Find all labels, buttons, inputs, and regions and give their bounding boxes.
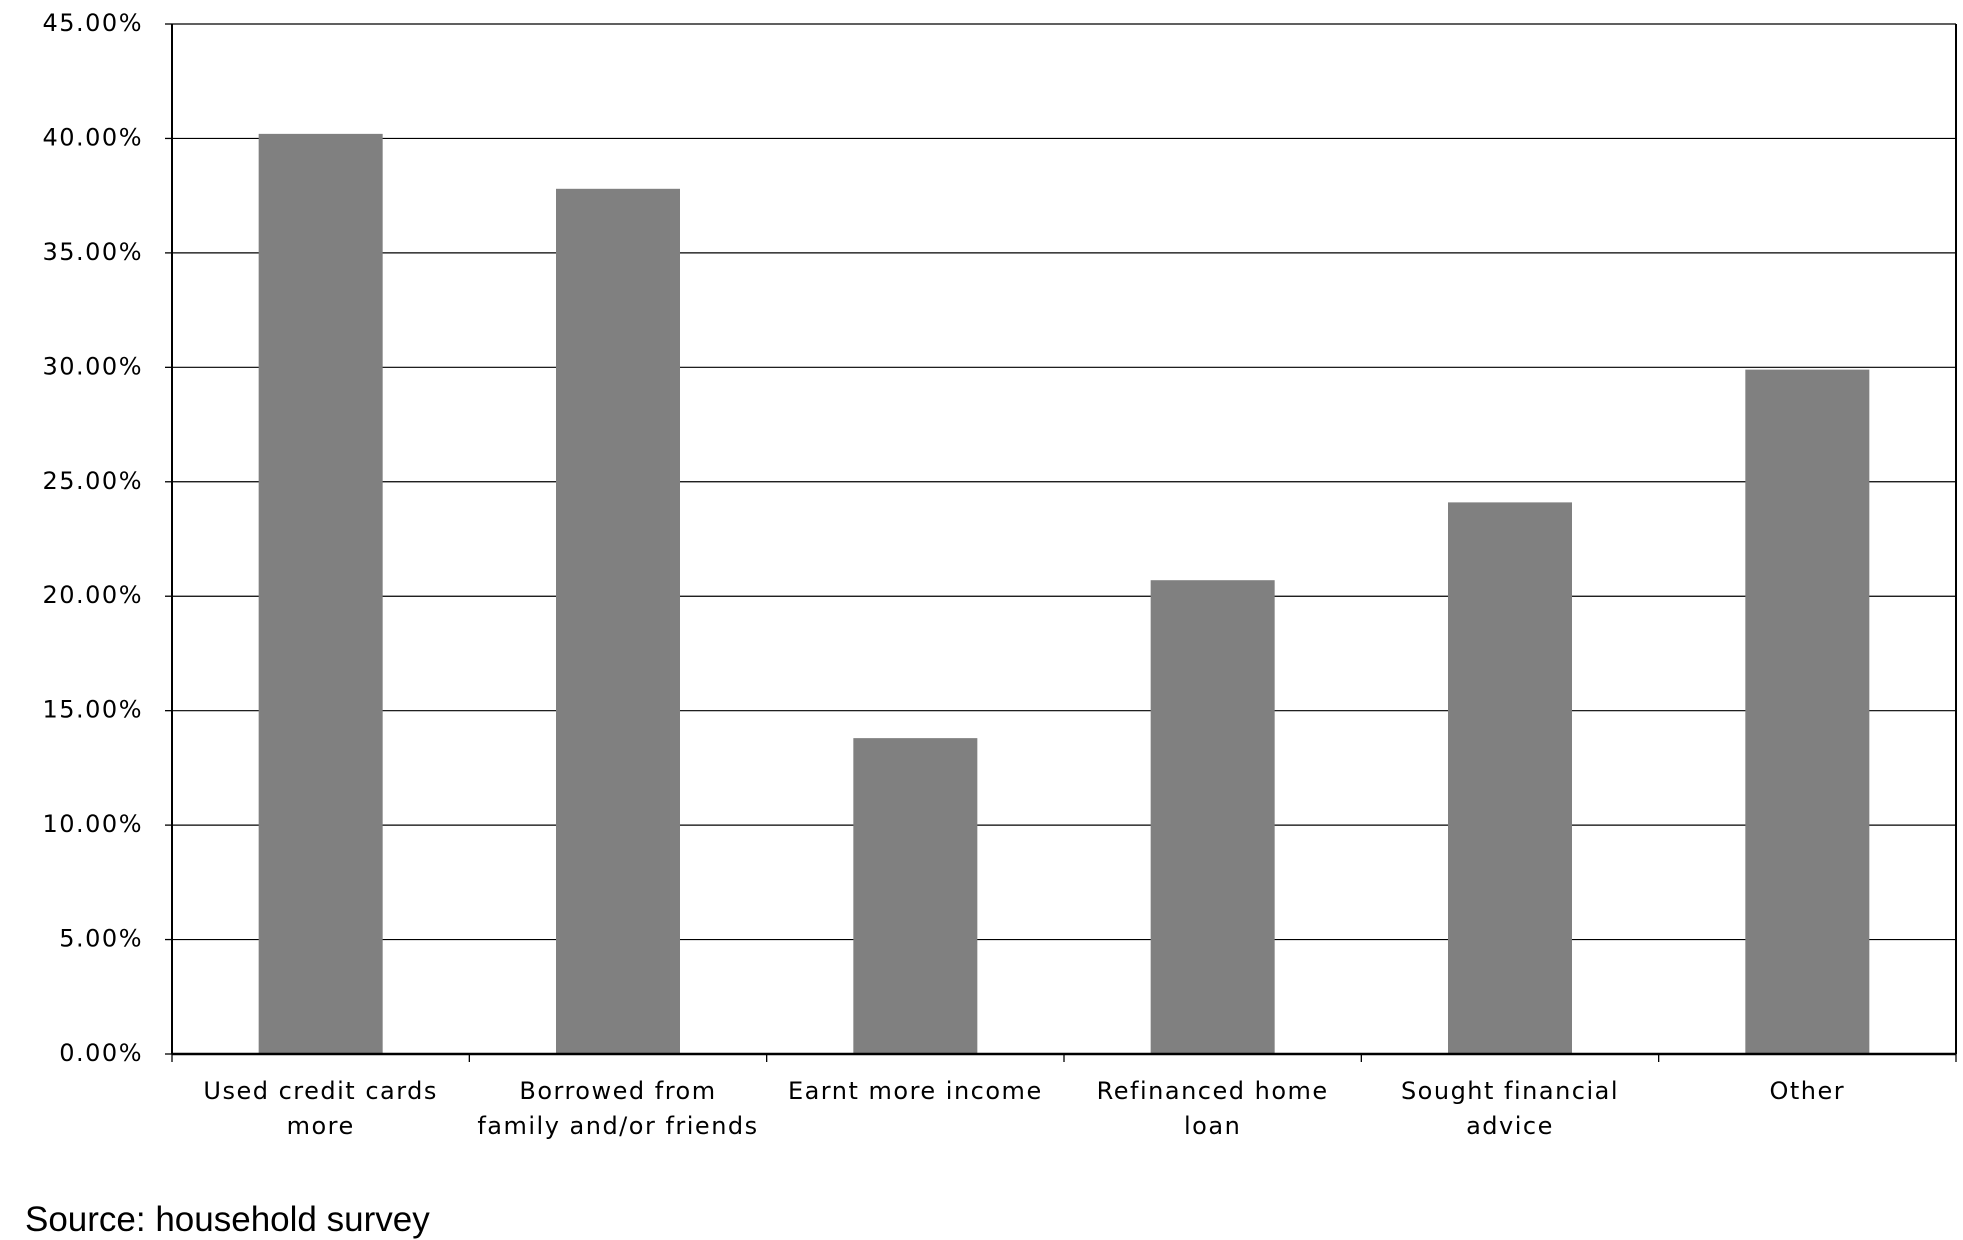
bar (258, 133, 383, 1054)
x-tick-label: Used credit cards more (203, 1077, 438, 1140)
y-tick-label: 0.00% (59, 1039, 143, 1067)
bar (556, 188, 680, 1055)
x-tick-label: Borrowed from family and/or friends (477, 1077, 759, 1140)
x-tick-label: Sought financial advice (1400, 1077, 1620, 1140)
bar (1448, 502, 1572, 1054)
y-tick-label: 5.00% (59, 925, 143, 953)
bar (853, 738, 978, 1054)
y-tick-label: 30.00% (42, 352, 143, 380)
source-note: Source: household survey (25, 1200, 430, 1239)
y-tick-label: 45.00% (42, 9, 143, 37)
y-tick-label: 35.00% (42, 238, 143, 266)
y-tick-label: 15.00% (42, 696, 143, 724)
y-tick-label: 10.00% (42, 810, 143, 838)
bar (1745, 369, 1870, 1055)
x-tick-label: Earnt more income (787, 1077, 1043, 1105)
y-tick-label: 25.00% (42, 467, 143, 495)
y-tick-label: 40.00% (42, 123, 143, 151)
x-tick-label: Refinanced home loan (1096, 1077, 1329, 1140)
x-tick-label: Other (1769, 1077, 1846, 1105)
bar (1150, 580, 1275, 1054)
y-tick-label: 20.00% (42, 581, 143, 609)
